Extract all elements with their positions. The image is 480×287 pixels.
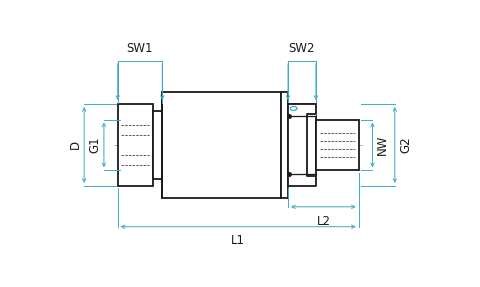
Text: SW1: SW1: [127, 42, 153, 55]
Text: G2: G2: [399, 137, 412, 153]
Bar: [281, 92, 288, 198]
Polygon shape: [288, 104, 316, 186]
Text: L2: L2: [316, 215, 330, 228]
Bar: [153, 111, 162, 179]
Bar: [288, 174, 316, 186]
Text: NW: NW: [376, 135, 389, 155]
Bar: [162, 92, 281, 198]
Bar: [316, 119, 359, 170]
Text: L1: L1: [231, 234, 245, 247]
Text: SW2: SW2: [289, 42, 315, 55]
Bar: [288, 104, 316, 186]
Text: D: D: [68, 140, 82, 150]
Text: G1: G1: [89, 137, 102, 153]
Bar: [118, 104, 153, 186]
Bar: [288, 104, 316, 116]
